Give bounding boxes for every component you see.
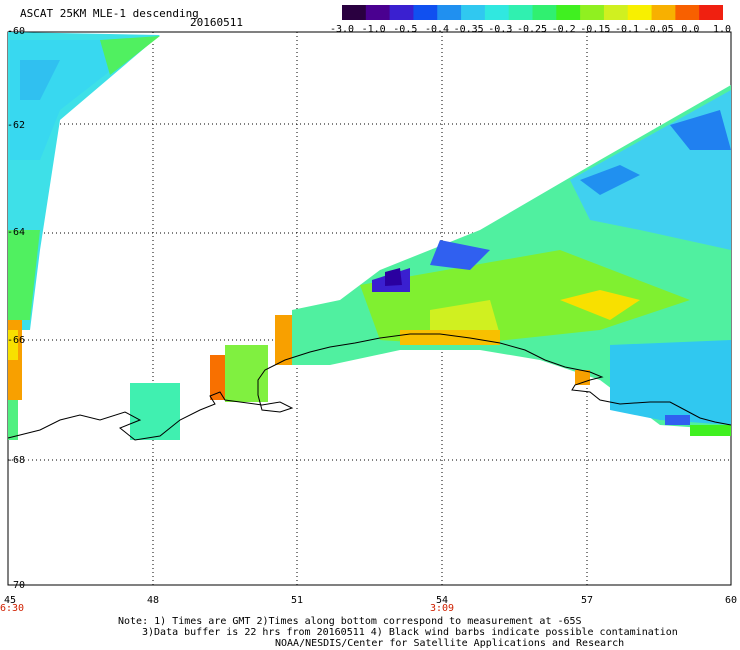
colorbar-swatch [651,5,676,20]
colorbar-tick-label: 0.0 [681,24,700,35]
colorbar-tick-label: 1.0 [712,24,732,35]
colorbar-tick-label: -0.5 [393,24,418,35]
y-label-1: -62 [7,120,26,131]
colorbar-tick-label: -3.0 [329,24,355,35]
wind-swath-data [8,32,731,440]
y-label-5: -70 [7,580,26,591]
note-line-2: 3)Data buffer is 22 hrs from 20160511 4)… [142,627,678,638]
antarctic-coastline [7,333,732,441]
colorbar-swatch [437,5,462,20]
plot-title: ASCAT 25KM MLE-1 descending [20,7,199,20]
y-label-2: -64 [7,227,26,238]
colorbar-swatch [603,5,629,20]
colorbar-swatch [556,5,581,20]
colorbar-swatch [365,5,391,20]
colorbar-swatch [389,5,414,20]
colorbar-tick-label: -0.25 [516,24,548,35]
x-label-5: 60 [724,595,738,606]
x-label-3: 54 [435,595,449,606]
colorbar-swatch [413,5,438,20]
colorbar-swatch [699,5,723,20]
time-label-0: 6:30 [0,603,25,614]
note-line-1: Note: 1) Times are GMT 2)Times along bot… [118,616,582,627]
colorbar-tick-label: -0.4 [424,24,450,35]
colorbar-tick-label: -1.0 [361,24,386,35]
colorbar-tick-label: -0.15 [580,24,611,35]
colorbar-swatch [627,5,653,20]
colorbar [342,5,723,20]
colorbar-tick-label: -0.05 [643,24,674,35]
y-label-4: -68 [7,455,26,466]
y-label-3: -66 [7,335,26,346]
plot-date: 20160511 [190,16,243,29]
colorbar-tick-label: -0.1 [614,24,640,35]
y-label-0: -60 [7,26,26,37]
colorbar-swatch [461,5,486,20]
colorbar-swatch [342,5,367,20]
colorbar-swatch [675,5,700,20]
time-label-1: 3:09 [429,603,455,614]
x-label-1: 48 [146,595,160,606]
x-label-0: 45 [3,595,17,606]
colorbar-tick-label: -0.3 [488,24,513,35]
colorbar-tick-label: -0.35 [453,24,484,35]
note-line-3: NOAA/NESDIS/Center for Satellite Applica… [275,638,625,649]
x-label-2: 51 [290,595,304,606]
colorbar-tick-label: -0.2 [551,24,576,35]
x-label-4: 57 [580,595,594,606]
colorbar-labels: -3.0 -1.0 -0.5 -0.4 -0.35 -0.3 -0.25 -0.2 -0.15-… [325,24,735,38]
colorbar-swatch [580,5,605,20]
colorbar-swatch [484,5,510,20]
colorbar-swatch [532,5,557,20]
colorbar-swatch [508,5,533,20]
